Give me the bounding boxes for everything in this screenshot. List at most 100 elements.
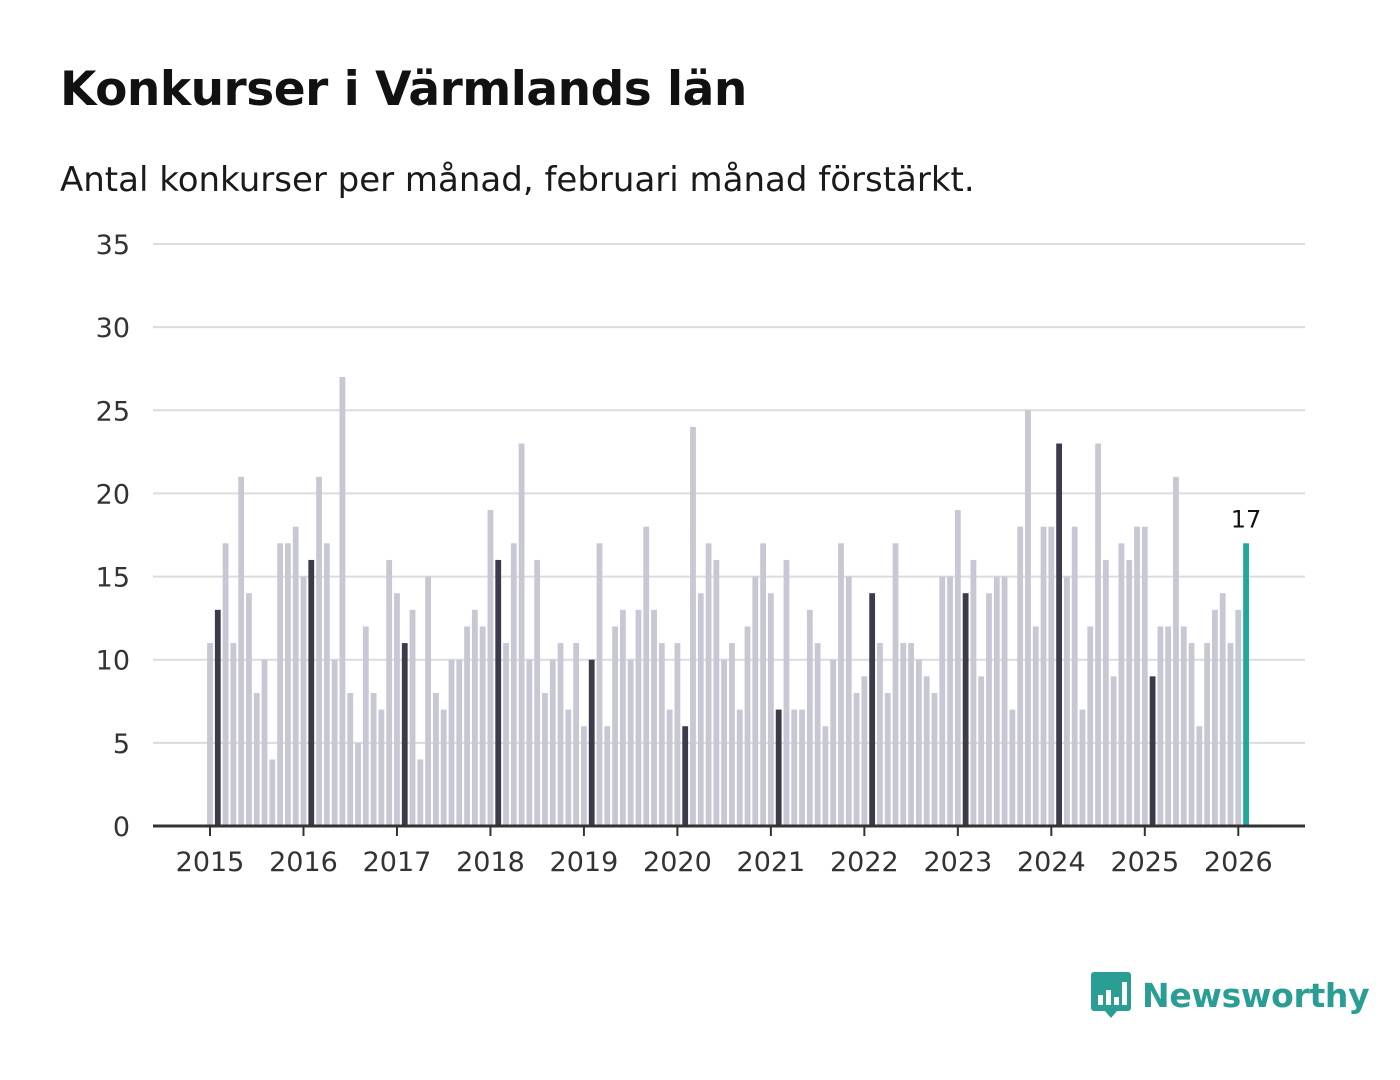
bar [1188, 643, 1195, 826]
bar [947, 576, 953, 826]
bar [1071, 526, 1078, 826]
bar [433, 692, 439, 826]
bar [1087, 626, 1094, 826]
x-axis: 2015 2016 2017 2018 2019 2020 2021 2022 2023 2024… [153, 824, 1305, 878]
bar [1212, 609, 1218, 826]
y-tick-label: 5 [113, 729, 130, 760]
bar [331, 659, 338, 826]
y-tick-label: 20 [96, 479, 130, 510]
bar [651, 609, 657, 826]
bar [518, 443, 525, 826]
bar [417, 759, 424, 826]
bar-highlight [1056, 443, 1063, 826]
bar [230, 643, 237, 826]
bar [347, 692, 354, 826]
bar [627, 659, 634, 826]
bar-highlight [214, 609, 221, 826]
bar [931, 692, 938, 826]
x-tick-label: 2024 [1017, 847, 1086, 878]
bar [362, 626, 369, 826]
bar [549, 659, 556, 826]
bar [1110, 676, 1117, 826]
x-tick-label: 2023 [923, 847, 992, 878]
bar [526, 659, 533, 826]
bar [923, 676, 930, 826]
bar [791, 709, 798, 826]
x-tick-label: 2021 [737, 847, 806, 878]
bar [1235, 609, 1242, 826]
bar [323, 543, 330, 826]
bar [643, 526, 650, 826]
bar [277, 543, 284, 826]
bar [1165, 626, 1172, 826]
bar [884, 692, 891, 826]
bar [806, 609, 813, 826]
bar [612, 626, 618, 826]
bar [316, 476, 322, 826]
bar [713, 559, 720, 826]
bar [658, 643, 665, 826]
bar [1141, 526, 1148, 826]
brand-name: Newsworthy [1142, 975, 1370, 1015]
bar [760, 543, 766, 826]
bar [939, 576, 946, 826]
bar [1134, 526, 1140, 826]
bar [394, 593, 400, 826]
bar [300, 576, 307, 826]
chart-title: Konkurser i Värmlands län [60, 62, 747, 117]
bar [503, 643, 509, 826]
bar [690, 426, 696, 826]
bar-highlight [495, 559, 502, 826]
bar [222, 543, 229, 826]
bar [1079, 709, 1086, 826]
x-tick-label: 2022 [830, 847, 899, 878]
bar [565, 709, 572, 826]
bar [440, 709, 447, 826]
bar [978, 676, 985, 826]
bar [877, 643, 883, 826]
bar [1032, 626, 1039, 826]
bar [596, 543, 603, 826]
bar [1173, 476, 1179, 826]
bar [292, 526, 299, 826]
bar [464, 626, 470, 826]
bar [666, 709, 673, 826]
bar [1025, 410, 1031, 826]
bar [619, 609, 626, 826]
bar-highlight [682, 726, 689, 826]
bar [970, 559, 977, 826]
bar [339, 377, 346, 826]
bar [1009, 709, 1016, 826]
bar [822, 726, 829, 826]
bar [674, 643, 681, 826]
bar [261, 659, 268, 826]
bar [456, 659, 463, 826]
bar [838, 543, 844, 826]
bar [635, 609, 642, 826]
bar [736, 709, 743, 826]
latest-value-label: 17 [1231, 505, 1262, 533]
bar [557, 643, 564, 826]
y-tick-label: 35 [96, 230, 130, 261]
y-tick-label: 15 [96, 563, 130, 594]
y-tick-label: 30 [96, 313, 130, 344]
bar [253, 692, 260, 826]
x-tick-label: 2020 [643, 847, 712, 878]
bar [1017, 526, 1024, 826]
bar [1219, 593, 1226, 826]
bar [1102, 559, 1109, 826]
bar [448, 659, 455, 826]
bar [1048, 526, 1055, 826]
bar [1204, 643, 1211, 826]
bar [355, 742, 361, 826]
bar [479, 626, 486, 826]
bar [783, 559, 790, 826]
bar [729, 643, 735, 826]
bar-highlight [401, 643, 408, 826]
bar [915, 659, 922, 826]
bar [409, 609, 416, 826]
bar [386, 559, 393, 826]
y-tick-label: 0 [113, 812, 130, 843]
bar [767, 593, 774, 826]
